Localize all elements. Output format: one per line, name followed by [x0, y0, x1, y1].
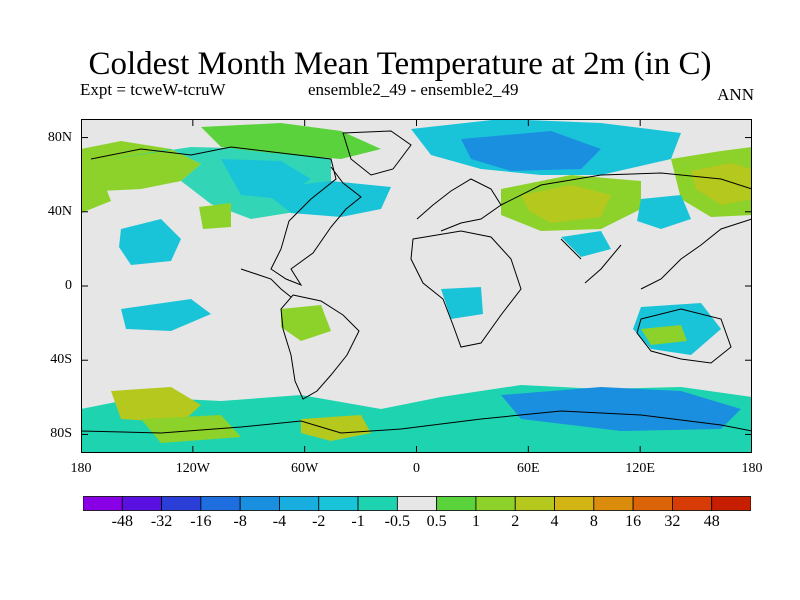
patch-us-green — [199, 203, 231, 229]
coast-europe — [416, 178, 502, 232]
experiment-label: Expt = tcweW-tcruW — [80, 80, 226, 99]
patch-south-pacific-warm — [111, 387, 201, 423]
patch-pacific-nw-blue — [119, 219, 181, 265]
coast-north-america — [90, 146, 362, 287]
patch-australia-green — [641, 325, 687, 345]
patch-siberia-warm — [691, 163, 752, 205]
coast-south-america — [280, 294, 360, 400]
colorbar-label: -32 — [150, 513, 173, 530]
colorbar-swatch — [239, 496, 280, 511]
colorbar-swatch — [396, 496, 438, 511]
colorbar-label: -4 — [272, 513, 287, 530]
colorbar-label: 4 — [550, 513, 559, 530]
patch-middle-east-blue — [561, 231, 611, 257]
colorbar-label: -16 — [190, 513, 212, 530]
patch-south-america-green — [281, 305, 331, 341]
colorbar-label: -0.5 — [384, 513, 410, 530]
patch-na-east-negative — [261, 181, 391, 217]
colorbar-swatch — [554, 496, 595, 511]
colorbar-swatch — [593, 496, 634, 511]
lat-label: 0 — [65, 278, 72, 293]
lon-label: 120W — [175, 461, 210, 476]
colorbar-swatch — [672, 496, 713, 511]
patch-europe-green-west — [81, 175, 111, 213]
anomaly-patches — [81, 119, 752, 453]
colorbar-swatch — [711, 496, 751, 511]
patch-alaska-positive — [81, 141, 201, 191]
coast-central-america — [240, 268, 292, 298]
coast-africa — [410, 230, 522, 348]
lon-label: 60W — [291, 461, 319, 476]
lat-label: 80N — [47, 129, 72, 145]
lat-label: 40N — [47, 203, 72, 219]
colorbar-swatch — [632, 496, 673, 511]
patch-greenland-positive — [201, 123, 381, 159]
lat-label: 40S — [50, 352, 72, 368]
lon-label: 180 — [70, 461, 92, 476]
colorbar-label: 8 — [589, 513, 598, 530]
colorbar-label: 2 — [511, 513, 520, 530]
world-temperature-map — [81, 119, 752, 453]
colorbar-swatch — [475, 496, 516, 511]
lon-label: 180 — [741, 461, 763, 476]
patch-antarctic-peninsula-warm — [301, 415, 371, 441]
lon-label: 60E — [517, 461, 540, 476]
colorbar-swatch — [514, 496, 555, 511]
coast-antarctica — [81, 410, 752, 434]
colorbar-label: 1 — [471, 513, 480, 530]
lon-label: 0 — [413, 461, 420, 476]
colorbar-swatch — [279, 496, 320, 511]
patch-central-asia-warm — [521, 185, 611, 223]
map-ticks — [81, 119, 752, 453]
map-title: Coldest Month Mean Temperature at 2m (in… — [88, 46, 712, 82]
colorbar-swatch — [161, 496, 202, 511]
colorbar-label: -48 — [111, 513, 133, 530]
patch-east-asia-blue — [637, 195, 691, 229]
colorbar-label: 0.5 — [426, 513, 447, 530]
patch-antarctica-green — [141, 415, 241, 443]
period-label: ANN — [717, 85, 754, 104]
colorbar — [83, 496, 751, 511]
coast-asia — [500, 172, 752, 290]
coastlines — [81, 130, 752, 434]
patch-africa-blue — [441, 287, 483, 319]
coast-greenland — [342, 130, 412, 176]
colorbar-label: 32 — [664, 513, 681, 530]
colorbar-swatch — [121, 496, 162, 511]
colorbar-label: 16 — [625, 513, 642, 530]
patch-scandinavia-blue — [461, 131, 601, 171]
lat-label: 80S — [50, 426, 72, 442]
colorbar-label: -1 — [351, 513, 365, 530]
lon-label: 120E — [625, 461, 655, 476]
colorbar-label: -8 — [233, 513, 247, 530]
colorbar-swatch — [357, 496, 398, 511]
colorbar-label: 48 — [703, 513, 720, 530]
patch-south-pacific-blue — [121, 299, 211, 331]
colorbar-swatch — [436, 496, 477, 511]
colorbar-swatch — [83, 496, 123, 511]
colorbar-swatch — [200, 496, 241, 511]
colorbar-swatch — [318, 496, 359, 511]
coast-australia — [636, 308, 732, 364]
ensemble-label: ensemble2_49 - ensemble2_49 — [308, 80, 519, 99]
colorbar-label: -2 — [312, 513, 326, 530]
